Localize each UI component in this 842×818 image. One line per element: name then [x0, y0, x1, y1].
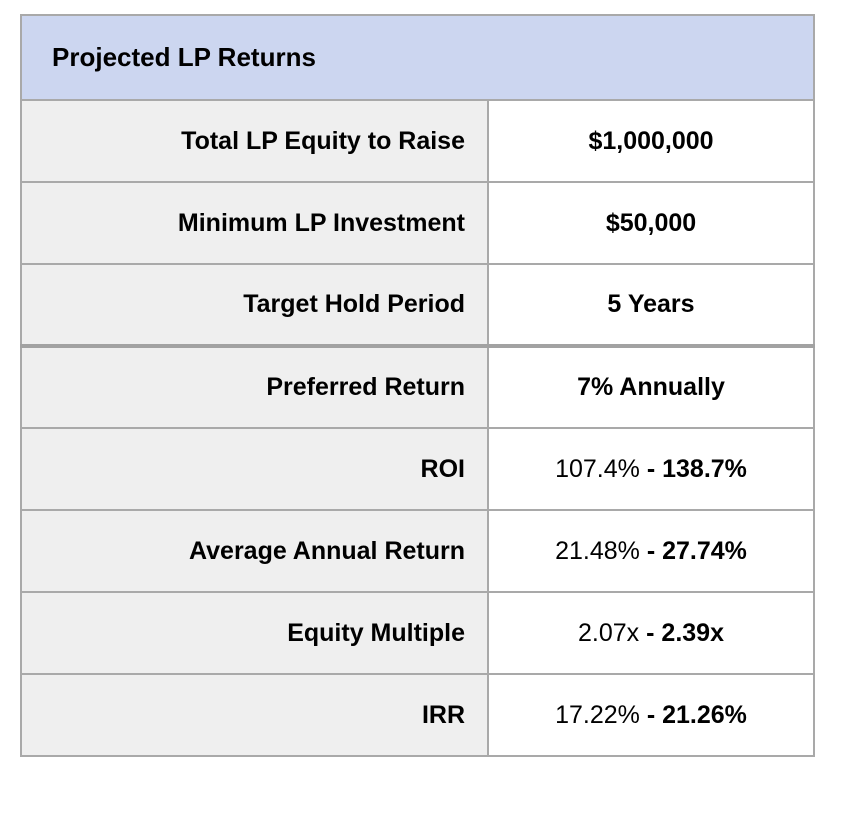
row-value-range: 2.07x - 2.39x — [487, 591, 815, 675]
row-value-high: - 21.26% — [646, 700, 747, 729]
row-value-low: 17.22% — [555, 700, 640, 729]
table-row: ROI 107.4% - 138.7% — [20, 427, 815, 511]
row-value-low: 21.48% — [555, 536, 640, 565]
row-value-high: - 2.39x — [646, 618, 724, 647]
row-value-range: 107.4% - 138.7% — [487, 427, 815, 511]
row-value-high: - 27.74% — [646, 536, 747, 565]
row-value-low: 107.4% — [555, 454, 640, 483]
row-label: Average Annual Return — [20, 509, 489, 593]
table-row: Equity Multiple 2.07x - 2.39x — [20, 591, 815, 675]
table-row: Total LP Equity to Raise $1,000,000 — [20, 99, 815, 183]
row-value: 7% Annually — [577, 373, 725, 401]
row-value-low: 2.07x — [578, 618, 640, 647]
row-value: $50,000 — [605, 208, 697, 237]
row-value-range: 21.48% - 27.74% — [487, 509, 815, 593]
table-row: Average Annual Return 21.48% - 27.74% — [20, 509, 815, 593]
row-label: Preferred Return — [20, 345, 489, 429]
row-label: Total LP Equity to Raise — [20, 99, 489, 183]
row-value: 5 Years — [607, 290, 695, 318]
table-header-row: Projected LP Returns — [20, 14, 815, 101]
row-label: Target Hold Period — [20, 263, 489, 348]
table-row: IRR 17.22% - 21.26% — [20, 673, 815, 757]
projected-lp-returns-table-container: Projected LP Returns Total LP Equity to … — [20, 14, 815, 757]
row-label: IRR — [20, 673, 489, 757]
row-value-high: - 138.7% — [646, 454, 747, 483]
table-row: Minimum LP Investment $50,000 — [20, 181, 815, 265]
row-value: $1,000,000 — [588, 126, 714, 155]
row-label: Equity Multiple — [20, 591, 489, 675]
table-title: Projected LP Returns — [20, 14, 815, 101]
table-row: Preferred Return 7% Annually — [20, 345, 815, 429]
row-value-range: 17.22% - 21.26% — [487, 673, 815, 757]
row-label: Minimum LP Investment — [20, 181, 489, 265]
row-label: ROI — [20, 427, 489, 511]
projected-lp-returns-table: Projected LP Returns Total LP Equity to … — [20, 14, 815, 757]
table-row: Target Hold Period 5 Years — [20, 263, 815, 348]
